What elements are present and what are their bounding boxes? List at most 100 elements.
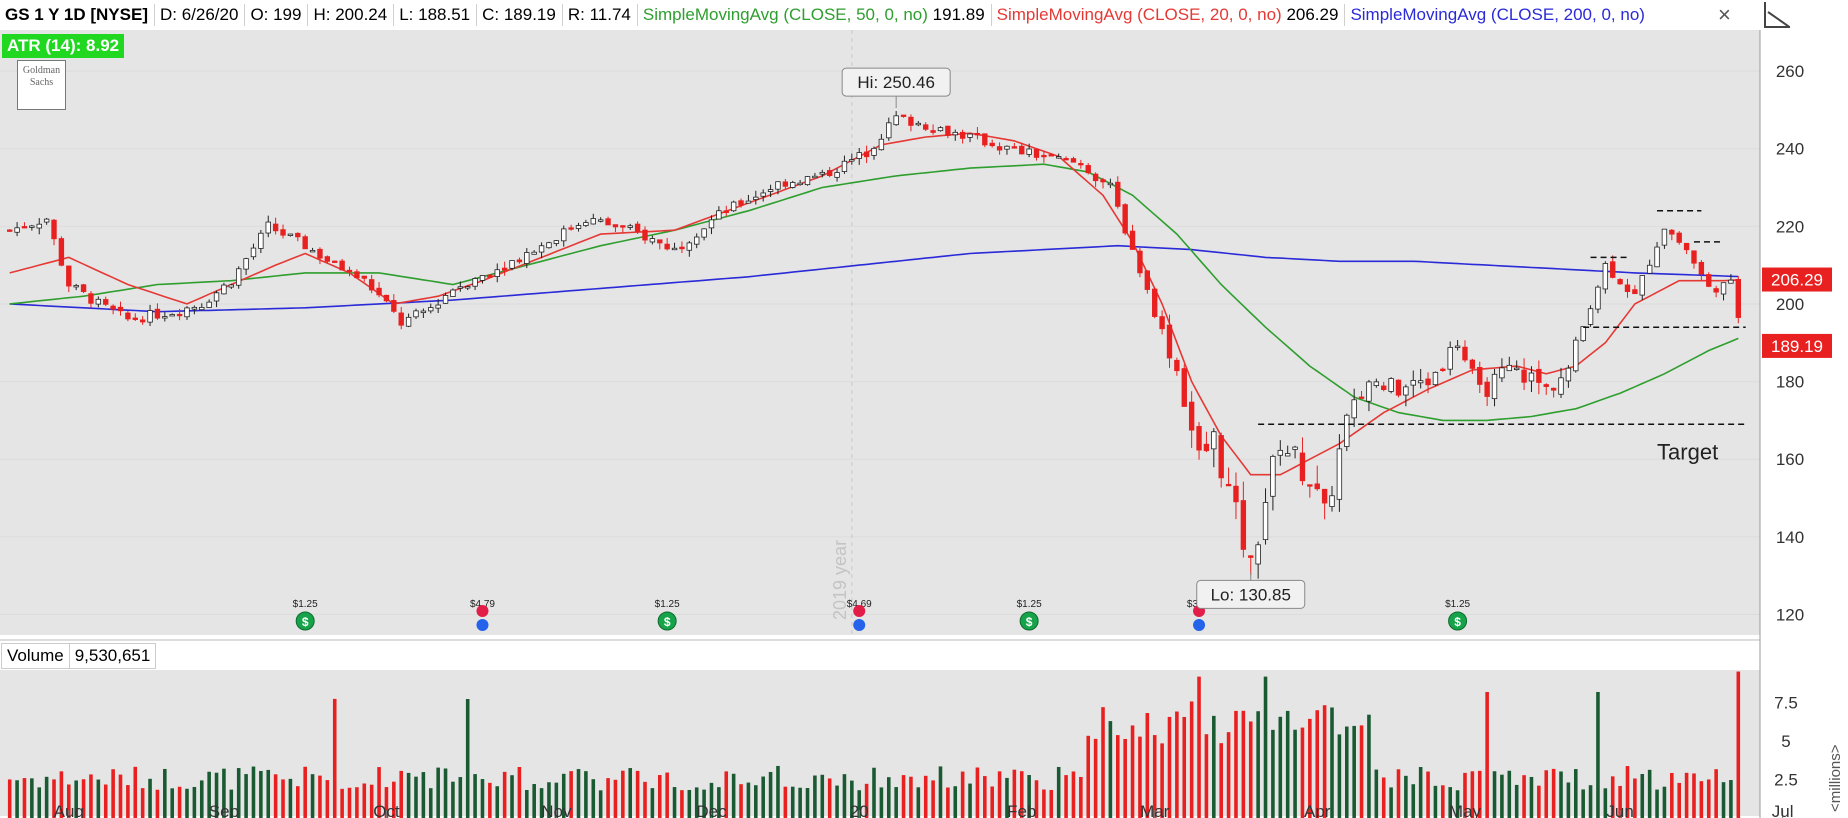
volume-bar [1278,716,1283,818]
candle [221,282,227,295]
volume-bar [525,790,529,818]
volume-bar [1551,768,1556,818]
candle-body [1107,182,1114,186]
candle-body [841,160,848,172]
candle-body [664,243,670,250]
candle-body [405,316,412,327]
volume-bar [990,786,994,818]
logo-text-1: Goldman [22,65,61,76]
volume-bar [214,772,219,818]
candle-body [1683,242,1690,251]
candle-body [1092,173,1099,182]
dividend-marker[interactable]: $1.25 $ [1017,599,1042,631]
candle [516,257,523,264]
volume-bar [1322,705,1327,818]
price-tick-label: 200 [1776,295,1804,314]
volume-bar [946,787,950,818]
candle [1580,326,1586,342]
candle [169,313,175,317]
volume-bar [155,789,160,818]
candle [1395,379,1402,398]
volume-bar [259,770,263,818]
close-x-icon[interactable]: × [1718,2,1731,27]
sma20-legend[interactable]: SimpleMovingAvg (CLOSE, 20, 0, no) 206.2… [992,4,1346,26]
candle [1491,368,1498,407]
volume-bar [428,788,433,818]
x-tick-label: Mar [1140,802,1170,818]
dividend-marker[interactable]: $1.25 $ [293,599,318,631]
volume-bar [251,766,256,818]
volume-bar [1175,711,1179,818]
candle [871,146,877,160]
hi-callout-box[interactable] [841,67,951,97]
candle-body [103,299,109,305]
candle-body [1432,371,1439,386]
volume-bar [1226,732,1231,818]
candle [723,205,729,217]
volume-bar [1381,777,1386,818]
close-price-tag-bg [1762,333,1832,358]
earnings-marker[interactable]: $4.79 [470,599,495,631]
volume-bar [1559,771,1563,818]
candle [287,233,294,237]
atr-badge[interactable]: ATR (14): 8.92 [2,34,125,58]
volume-bar [1433,785,1438,818]
volume-bar [754,785,758,818]
candle [376,282,382,298]
candle [989,139,995,148]
candle [753,190,759,205]
volume-bar [968,783,972,818]
price-tick-label: 240 [1776,140,1804,159]
candle [1536,360,1542,395]
earnings-marker[interactable]: $4.69 [847,599,872,631]
sma200-legend[interactable]: SimpleMovingAvg (CLOSE, 200, 0, no) [1345,4,1651,26]
sma50-legend[interactable]: SimpleMovingAvg (CLOSE, 50, 0, no) 191.8… [638,4,992,26]
volume-legend[interactable]: Volume 9,530,651 [1,643,157,669]
candle [391,294,397,314]
candle-body [1255,544,1261,565]
candle-body [420,310,427,314]
candle-body [1491,373,1498,400]
drawing-tool-icon[interactable] [1764,2,1790,28]
candle [1506,356,1512,372]
volume-bar [1662,786,1667,818]
candle [1314,465,1320,491]
candle-body [376,287,382,296]
volume-bar [458,777,463,818]
volume-bar [665,772,669,818]
volume-bar [1418,767,1423,818]
dividend-marker[interactable]: $1.25 $ [655,599,680,631]
volume-bar [842,774,847,818]
candle-body [915,122,922,126]
candle-body [110,305,116,310]
candle [1321,488,1328,520]
candle-body [51,219,57,240]
ticker-label[interactable]: GS 1 Y 1D [NYSE] [0,4,155,26]
candle [1203,431,1210,453]
candle [1521,358,1527,391]
candle-body [117,306,124,312]
volume-bar [554,782,559,818]
volume-bar [1625,766,1630,818]
volume-label: Volume [2,644,70,668]
candle [1550,387,1557,398]
chart-header: GS 1 Y 1D [NYSE] D: 6/26/20 O: 199 H: 20… [0,0,1760,30]
lo-callout-box[interactable] [1196,579,1306,609]
volume-bar [805,788,810,818]
candle-body [457,286,464,289]
candle [856,148,862,165]
volume-bar [1256,711,1260,818]
volume-bar [1182,716,1187,818]
candle [1676,231,1682,245]
dividend-marker[interactable]: $1.25 $ [1445,599,1471,631]
candle [332,260,338,263]
candle-body [649,238,656,243]
volume-bar [1500,774,1504,818]
candle-body [996,146,1003,151]
volume-bar [783,786,788,818]
volume-bar [1699,781,1704,818]
volume-bar [1537,785,1541,818]
candle [487,274,493,278]
volume-bar [1441,785,1445,818]
candle [1159,310,1165,335]
